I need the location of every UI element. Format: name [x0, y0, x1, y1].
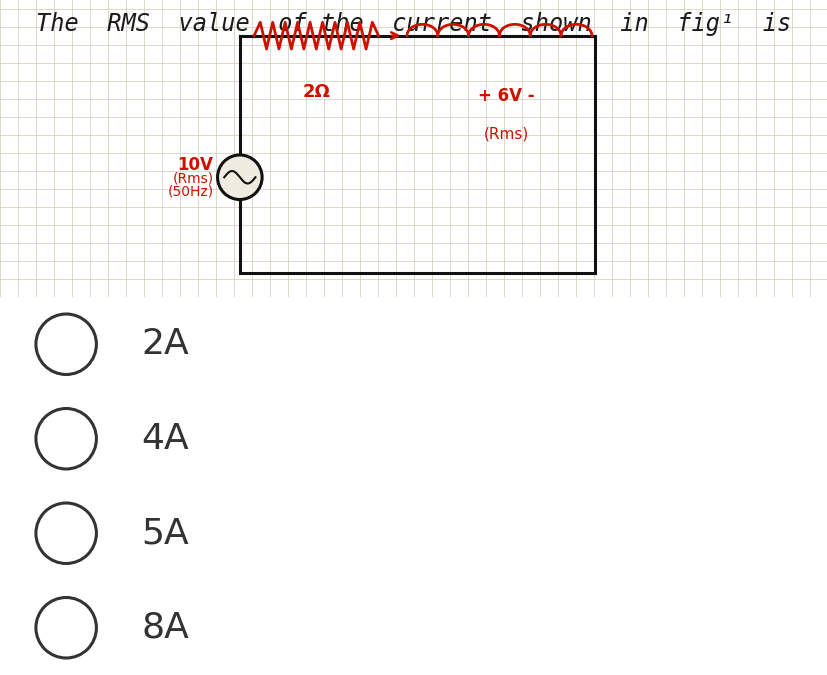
Text: 4A: 4A [141, 422, 189, 456]
Text: L: L [466, 0, 478, 3]
Text: 2A: 2A [141, 327, 189, 361]
Circle shape [36, 408, 97, 469]
Text: 8A: 8A [141, 611, 189, 645]
Text: (50Hz): (50Hz) [167, 185, 213, 198]
Circle shape [218, 155, 262, 200]
Text: 5A: 5A [141, 516, 189, 550]
Circle shape [36, 503, 97, 564]
Text: 10V: 10V [178, 156, 213, 174]
Text: The  RMS  value  of the  current  shown  in  fig¹  is: The RMS value of the current shown in fi… [36, 12, 791, 36]
Bar [240, 36, 595, 273]
Text: R: R [281, 0, 296, 3]
Text: + 6V -: + 6V - [478, 87, 535, 105]
Text: I: I [327, 0, 335, 3]
Text: (Rms): (Rms) [484, 126, 529, 141]
Circle shape [36, 314, 97, 375]
Circle shape [36, 597, 97, 658]
Text: (Rms): (Rms) [173, 171, 213, 186]
Text: 2Ω: 2Ω [303, 83, 330, 101]
